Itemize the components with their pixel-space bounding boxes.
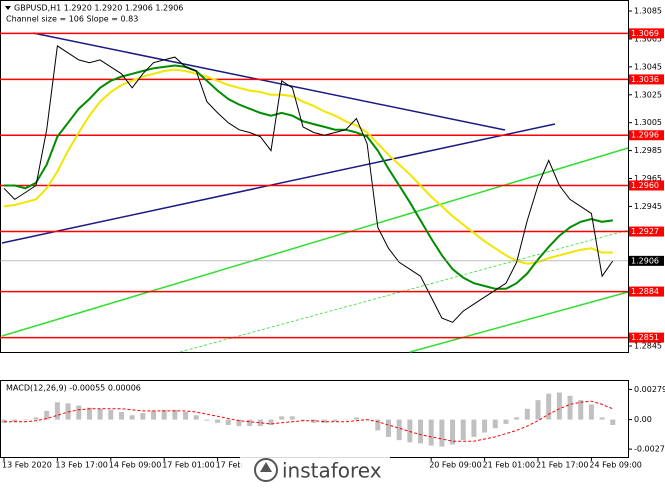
x-tick-label: 13 Feb 2020 (2, 461, 52, 470)
macd-bar (439, 420, 444, 447)
macd-bar (578, 400, 583, 419)
y-tick-label: -0.00273 (634, 445, 665, 454)
macd-bar (140, 413, 145, 419)
macd-bar (600, 417, 605, 419)
macd-bar (55, 402, 60, 419)
macd-bar (279, 416, 284, 419)
macd-bar (568, 396, 573, 420)
x-tick-label: 17 Feb (216, 461, 243, 470)
macd-bar (546, 394, 551, 420)
macd-bar (525, 409, 530, 420)
x-tick-label: 13 Feb 17:00 (55, 461, 107, 470)
level-label: 1.2851 (631, 333, 659, 342)
macd-bar (536, 400, 541, 419)
level-label: 1.3036 (631, 75, 659, 84)
watermark-text: instaforex (282, 459, 382, 483)
x-tick-label: 21 Feb 17:00 (536, 461, 588, 470)
macd-bar (610, 420, 615, 425)
macd-bar (290, 416, 295, 419)
macd-bar (98, 409, 103, 420)
chart-title: GBPUSD,H1 1.2920 1.2920 1.2906 1.2906 (14, 4, 183, 13)
level-label: 1.2927 (631, 227, 659, 236)
macd-bar (418, 420, 423, 444)
macd-bar (194, 415, 199, 419)
macd-bar (23, 420, 28, 421)
macd-title: MACD(12,26,9) -0.00055 0.00006 (6, 384, 141, 393)
macd-bar (76, 406, 81, 420)
y-tick-label: 0.00279 (634, 385, 665, 394)
macd-bar (204, 420, 209, 421)
macd-bar (119, 412, 124, 420)
y-tick-label: 1.3045 (634, 62, 662, 71)
macd-bar (471, 420, 476, 437)
y-tick-label: 1.3025 (634, 90, 662, 99)
macd-bar (183, 412, 188, 420)
x-tick-label: 24 Feb 09:00 (589, 461, 641, 470)
y-tick-label: 1.3085 (634, 7, 662, 16)
macd-bar (34, 417, 39, 419)
x-tick-label: 14 Feb 09:00 (109, 461, 161, 470)
macd-bar (247, 420, 252, 426)
macd-bar (429, 420, 434, 446)
level-label: 1.2884 (631, 287, 659, 296)
y-tick-label: 0.00 (634, 415, 652, 424)
watermark: instaforex (240, 452, 390, 490)
macd-bar (343, 420, 348, 421)
macd-bar (354, 417, 359, 419)
macd-bar (589, 404, 594, 419)
level-label: 1.3069 (631, 29, 659, 38)
macd-bar (514, 417, 519, 419)
macd-bar (87, 408, 92, 420)
macd-bar (482, 420, 487, 433)
y-tick-label: 1.2845 (634, 341, 662, 350)
subtitle: Channel size = 106 Slope = 0.83 (6, 15, 138, 24)
macd-bar (493, 420, 498, 429)
macd-bar (108, 410, 113, 420)
macd-bar (407, 420, 412, 443)
macd-bar (130, 415, 135, 419)
macd-bar (151, 411, 156, 420)
macd-bar (461, 420, 466, 441)
macd-bar (226, 420, 231, 425)
x-tick-label: 20 Feb 09:00 (429, 461, 481, 470)
macd-bar (397, 420, 402, 441)
level-label: 1.2960 (631, 181, 659, 190)
macd-bar (386, 420, 391, 437)
macd-bar (44, 411, 49, 420)
macd-bar (557, 393, 562, 420)
macd-bar (503, 420, 508, 424)
x-tick-label: 21 Feb 01:00 (483, 461, 535, 470)
level-label: 1.2996 (631, 131, 659, 140)
macd-bar (215, 420, 220, 423)
y-tick-label: 1.2945 (634, 202, 662, 211)
last-price-label: 1.2906 (631, 256, 659, 265)
x-tick-label: 17 Feb 01:00 (162, 461, 214, 470)
y-tick-label: 1.2985 (634, 146, 662, 155)
y-tick-label: 1.3005 (634, 118, 662, 127)
